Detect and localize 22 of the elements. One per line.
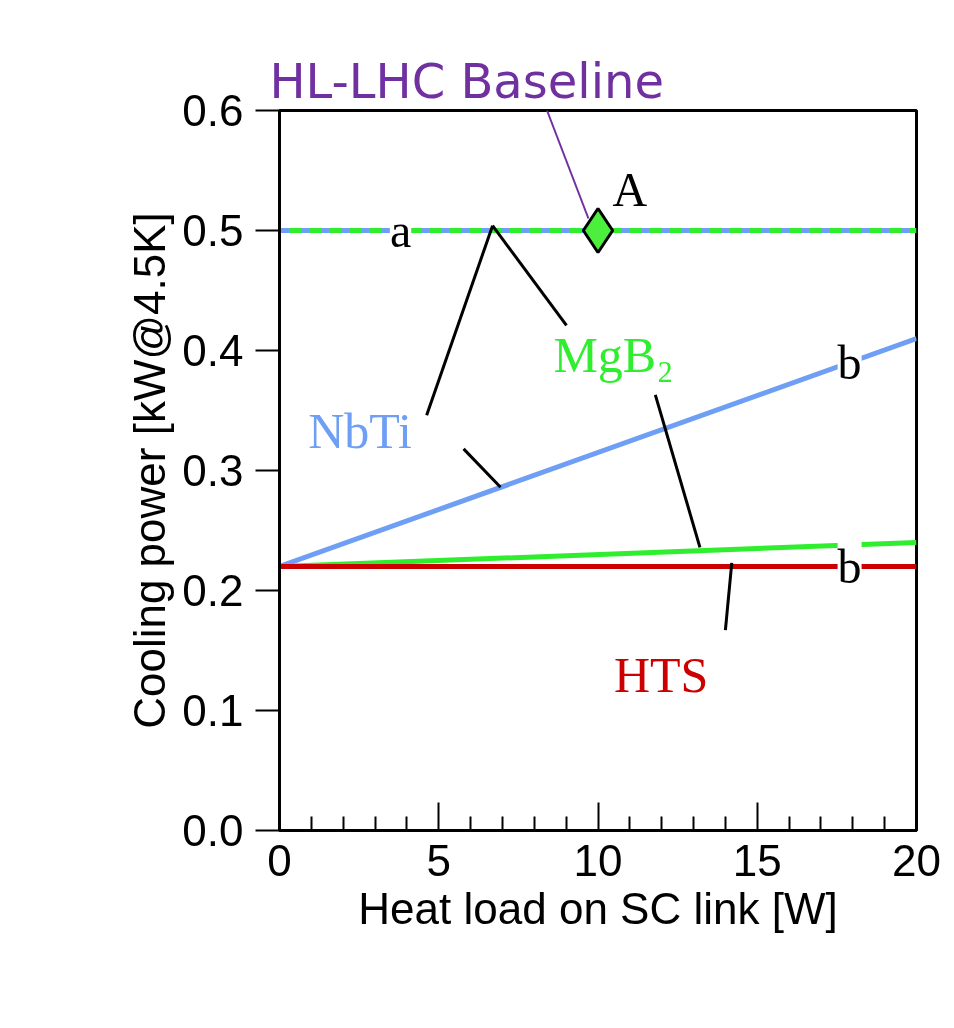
annotation: b [837,336,862,389]
annotation: a [389,204,412,257]
annotation: A [612,163,648,217]
x-tick-label: 20 [892,835,941,885]
series-label: NbTi [308,402,412,459]
annotation: b [837,540,862,593]
x-tick-label: 0 [267,835,292,885]
y-tick-label: 0.4 [182,326,244,375]
y-tick-label: 0.1 [182,686,244,735]
y-axis-title: Cooling power [kW@4.5K] [125,212,175,729]
y-tick-label: 0.2 [182,566,244,615]
x-tick-label: 15 [732,835,782,885]
series-label: HTS [613,647,709,704]
y-tick-label: 0.6 [182,86,244,135]
x-tick-label: 10 [573,835,623,885]
x-axis-title: Heat load on SC link [W] [358,883,838,933]
y-tick-label: 0.5 [182,206,244,255]
x-tick-label: 5 [426,835,451,885]
y-tick-label: 0.0 [182,806,244,855]
y-tick-label: 0.3 [182,446,244,495]
text: MgB₂ [553,326,674,383]
annotation: HL-LHC Baseline [269,52,664,109]
